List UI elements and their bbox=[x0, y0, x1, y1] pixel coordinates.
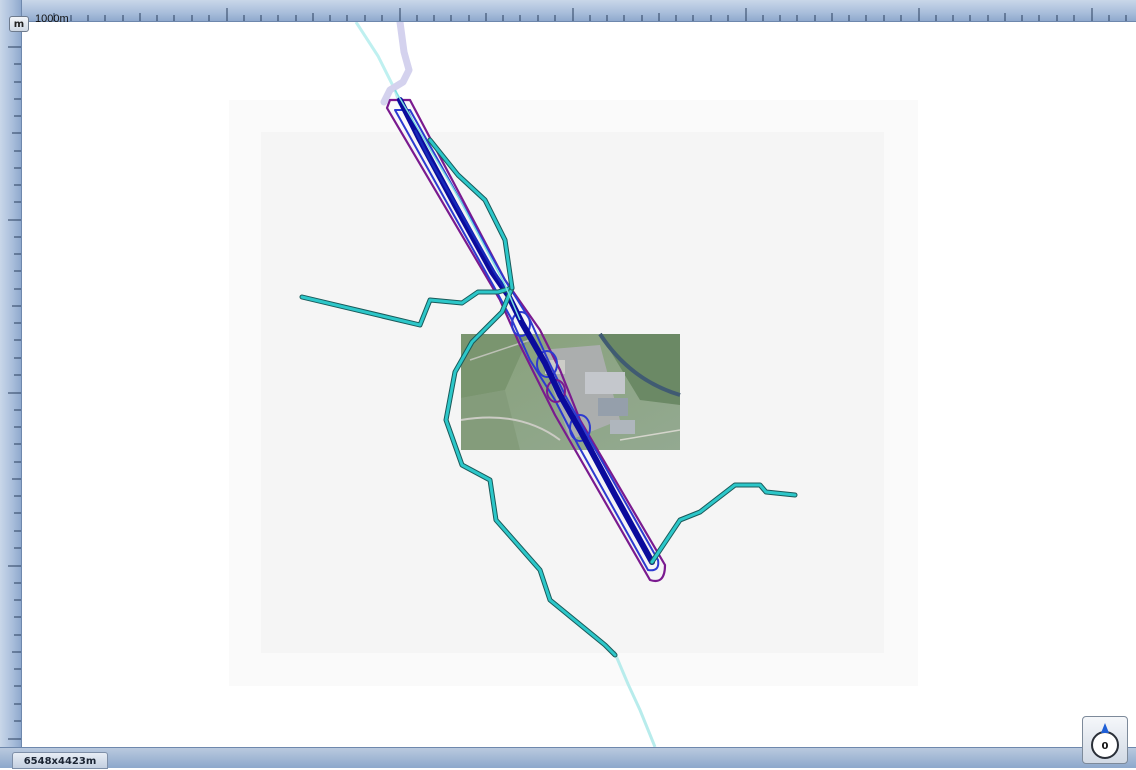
horizontal-ruler[interactable] bbox=[0, 0, 1136, 22]
unit-toggle-button[interactable]: m bbox=[9, 16, 29, 32]
compass-button[interactable]: 0 bbox=[1082, 716, 1128, 764]
map-layers bbox=[229, 22, 918, 747]
compass-icon: 0 bbox=[1091, 723, 1119, 759]
vertical-ruler-ticks bbox=[8, 46, 21, 740]
buffer-node bbox=[511, 311, 531, 337]
track-faint-bottom bbox=[612, 650, 657, 747]
buffer-node bbox=[536, 350, 558, 378]
blue-buffer bbox=[394, 109, 660, 572]
dark-blue-route-inner bbox=[413, 129, 514, 301]
track-faint-top bbox=[354, 22, 402, 106]
status-bar: 6548x4423m bbox=[0, 747, 1136, 769]
cyan-track-south-fill bbox=[444, 286, 617, 657]
cyan-track-west-fill bbox=[300, 286, 514, 327]
cyan-track-north-fill bbox=[428, 138, 514, 290]
cyan-track-east-fill bbox=[650, 483, 797, 564]
cyan-track-diagonal bbox=[394, 89, 521, 321]
purple-buffer bbox=[385, 98, 667, 583]
compass-value: 0 bbox=[1102, 741, 1109, 752]
buffer-node bbox=[569, 414, 591, 442]
vertical-ruler[interactable] bbox=[0, 0, 22, 747]
route-faint-top bbox=[380, 22, 413, 106]
map-canvas[interactable] bbox=[22, 22, 1136, 747]
scale-label: 1000m bbox=[35, 13, 69, 25]
map-size-tab[interactable]: 6548x4423m bbox=[12, 752, 108, 769]
horizontal-ruler-ticks bbox=[53, 8, 1127, 21]
